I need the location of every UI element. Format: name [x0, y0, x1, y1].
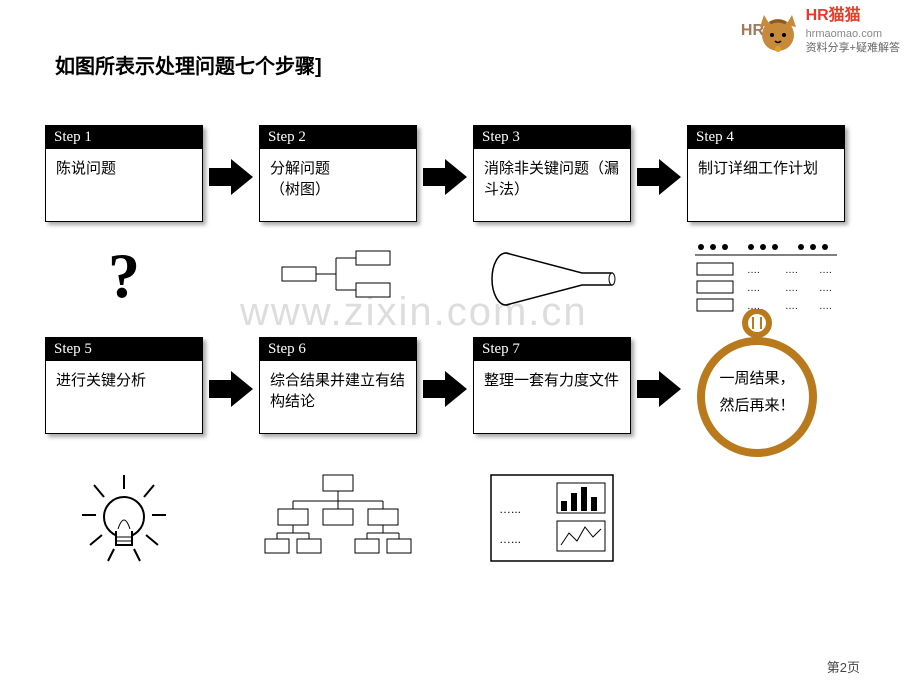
- question-mark-icon: ?: [108, 239, 140, 313]
- illus-funnel: [473, 239, 631, 319]
- row-2: Step 5 进行关键分析 Step 6 综合结果并建立有结构结论 Step 7…: [45, 337, 885, 461]
- tree-diagram-icon: [278, 239, 398, 309]
- step-4-box: Step 4 制订详细工作计划: [687, 125, 845, 222]
- step-1-label: Step 1: [46, 126, 202, 149]
- step-3-label: Step 3: [474, 126, 630, 149]
- brand-name: HR猫猫: [806, 6, 900, 27]
- step-1-text: 陈说问题: [46, 149, 202, 221]
- brand-tagline: 资料分享+疑难解答: [806, 41, 900, 55]
- step-6-text: 综合结果并建立有结构结论: [260, 361, 416, 433]
- step-2-box: Step 2 分解问题 （树图）: [259, 125, 417, 222]
- illus-question: ?: [45, 239, 203, 313]
- step-2-label: Step 2: [260, 126, 416, 149]
- final-line1: 一周结果，: [687, 365, 827, 392]
- step-6-label: Step 6: [260, 338, 416, 361]
- step-7-label: Step 7: [474, 338, 630, 361]
- page-number: 第2页: [827, 657, 860, 676]
- illus-lightbulb: [45, 471, 203, 571]
- lightbulb-icon: [74, 471, 174, 571]
- plan-table-icon: ….….…. ….….…. ….….….: [691, 239, 841, 319]
- brand-url: hrmaomao.com: [806, 27, 900, 41]
- page-title: 如图所表示处理问题七个步骤]: [55, 50, 322, 79]
- svg-text:…...: …...: [499, 532, 521, 546]
- step-3-box: Step 3 消除非关键问题（漏斗法）: [473, 125, 631, 222]
- svg-text:…...: …...: [499, 502, 521, 516]
- illus-row-2: …... …...: [45, 471, 885, 569]
- brand-logo-area: HR猫猫 hrmaomao.com 资料分享+疑难解答: [756, 6, 900, 55]
- final-result: 一周结果， 然后再来！: [687, 321, 827, 461]
- arrow-1-2: [203, 125, 259, 229]
- step-6-box: Step 6 综合结果并建立有结构结论: [259, 337, 417, 434]
- arrow-2-3: [417, 125, 473, 229]
- step-1-box: Step 1 陈说问题: [45, 125, 203, 222]
- row-1: Step 1 陈说问题 Step 2 分解问题 （树图） Step 3 消除非关…: [45, 125, 885, 229]
- arrow-7-final: [631, 337, 687, 441]
- step-7-text: 整理一套有力度文件: [474, 361, 630, 433]
- step-5-box: Step 5 进行关键分析: [45, 337, 203, 434]
- step-3-text: 消除非关键问题（漏斗法）: [474, 149, 630, 221]
- step-5-label: Step 5: [46, 338, 202, 361]
- cat-icon: [756, 9, 800, 53]
- final-line2: 然后再来！: [687, 392, 827, 419]
- svg-text:….: ….: [819, 265, 832, 276]
- arrow-5-6: [203, 337, 259, 441]
- illus-tree: [259, 239, 417, 309]
- step-2-text: 分解问题 （树图）: [260, 149, 416, 221]
- step-5-text: 进行关键分析: [46, 361, 202, 433]
- document-icon: …... …...: [487, 471, 617, 566]
- illus-orgchart: [259, 471, 417, 561]
- illus-document: …... …...: [473, 471, 631, 566]
- svg-text:….: ….: [785, 283, 798, 294]
- svg-text:….: ….: [785, 265, 798, 276]
- step-4-label: Step 4: [688, 126, 844, 149]
- illus-plan: ….….…. ….….…. ….….….: [687, 239, 845, 319]
- svg-text:….: ….: [819, 283, 832, 294]
- svg-text:….: ….: [747, 283, 760, 294]
- funnel-icon: [482, 239, 622, 319]
- arrow-6-7: [417, 337, 473, 441]
- orgchart-icon: [263, 471, 413, 561]
- step-7-box: Step 7 整理一套有力度文件: [473, 337, 631, 434]
- svg-text:….: ….: [747, 265, 760, 276]
- arrow-3-4: [631, 125, 687, 229]
- seven-steps-diagram: Step 1 陈说问题 Step 2 分解问题 （树图） Step 3 消除非关…: [45, 125, 885, 569]
- brand-text: HR猫猫 hrmaomao.com 资料分享+疑难解答: [806, 6, 900, 55]
- final-text: 一周结果， 然后再来！: [687, 365, 827, 419]
- step-4-text: 制订详细工作计划: [688, 149, 844, 221]
